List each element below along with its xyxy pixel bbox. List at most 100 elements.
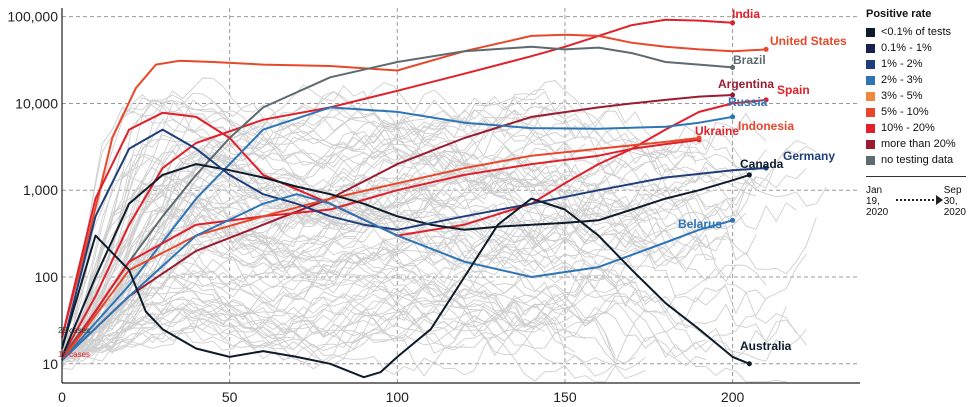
series-label-russia: Russia [728,95,768,109]
background-country-line [61,197,767,351]
series-end-marker [763,165,769,171]
legend-entry: 10% - 20% [866,120,966,136]
y-tick-label: 1,000 [23,182,58,198]
range-end-month: Sep [943,185,962,196]
legend-entries: <0.1% of tests 0.1% - 1% 1% - 2% 2% - 3% 3% … [866,24,966,168]
legend-entry-label: 2% - 3% [881,74,923,86]
series-end-marker [730,92,736,98]
background-country-line [61,286,505,362]
background-country-line [61,205,606,351]
series-label-brazil: Brazil [733,53,766,67]
range-start-day: 19, [866,196,880,207]
background-country-line [61,196,576,341]
series-end-marker [730,64,736,70]
background-country-line [61,221,736,359]
background-country-line [61,249,807,351]
background-country-line [61,205,586,338]
series-labels: India United States Brazil Argentina Spain Ru… [58,7,847,359]
legend-entry: 5% - 10% [866,104,966,120]
series-line-argentina [61,94,733,361]
background-country-line [61,299,706,367]
series-line-russia [61,106,733,361]
legend-entry-label: 3% - 5% [881,90,923,102]
background-country-line [61,82,475,340]
date-range: Jan 19, 2020 Sep 30, 2020 [866,185,966,218]
y-tick-label: 100,000 [7,9,58,25]
background-country-line [61,215,656,350]
background-country-line [61,163,747,339]
background-country-line [61,166,817,351]
background-country-line [61,305,646,371]
legend-entry-label: 5% - 10% [881,106,929,118]
series-label-canada: Canada [740,157,784,171]
legend-entry-label: more than 20% [881,138,956,150]
series-label-germany: Germany [783,149,835,163]
legend-entry: <0.1% of tests [866,24,966,40]
legend-swatch [866,123,875,133]
background-country-line [61,188,536,344]
legend-swatch [866,59,875,69]
background-country-line [61,285,807,359]
background-country-line [62,155,757,337]
legend-swatch [866,155,875,165]
background-country-line [61,227,767,350]
y-tick-label: 100 [35,269,59,285]
background-country-line [61,277,666,360]
series-end-marker [696,135,702,141]
range-arrow-line [896,199,938,201]
grid-layer [62,8,860,383]
background-country-line [61,84,566,346]
legend-entry: more than 20% [866,136,966,152]
x-tick-label: 150 [553,389,577,405]
series-label-australia: Australia [740,339,792,353]
background-country-line [61,224,636,352]
series-end-marker [746,361,752,367]
series-layer [61,18,769,379]
range-start-month: Jan [866,185,883,196]
series-line-australia [61,197,750,379]
background-country-line [61,134,586,338]
legend-entry-label: 10% - 20% [881,122,935,134]
background-country-line [61,145,716,353]
x-tick-label: 0 [58,389,66,405]
range-end-day: 30, [943,196,958,207]
series-end-marker [763,97,769,103]
range-start: Jan 19, 2020 [866,185,888,218]
legend-swatch [866,91,875,101]
legend: Positive rate <0.1% of tests 0.1% - 1% 1% … [866,8,966,218]
legend-entry: no testing data [866,152,966,168]
legend-swatch [866,43,875,53]
background-country-line [61,272,586,363]
background-country-line [61,300,616,370]
legend-divider [866,176,966,177]
legend-entry: 2% - 3% [866,72,966,88]
chart: 10 100 1,000 10,000 100,000 0 50 100 150 200 Indi… [7,7,860,405]
background-country-line [61,214,636,360]
series-end-marker [730,217,736,223]
series-label-united-states: United States [770,34,847,48]
legend-title: Positive rate [866,8,932,20]
background-country-line [61,171,505,343]
series-line-canada [61,163,750,358]
legend-swatch [866,27,875,37]
background-country-line [61,102,767,346]
legend-swatch [866,107,875,117]
background-country-line [61,93,586,350]
range-start-year: 2020 [866,207,889,218]
legend-swatch [866,75,875,85]
background-country-line [61,172,485,352]
start-annotation-19: 19 cases [58,350,90,359]
y-tick-label: 10,000 [15,95,58,111]
background-country-line [62,281,576,353]
series-end-marker [763,46,769,52]
background-country-line [61,244,787,352]
background-country-line [61,153,797,352]
background-country-line [61,174,727,340]
legend-entry-label: <0.1% of tests [881,26,952,38]
background-country-line [61,148,606,339]
series-line-ukraine [61,138,700,361]
series-line-india [61,18,733,358]
legend-entry: 0.1% - 1% [866,40,966,56]
background-country-line [61,296,787,383]
legend-entry: 1% - 2% [866,56,966,72]
